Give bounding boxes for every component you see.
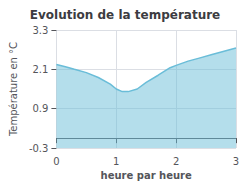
- svg-text:3: 3: [233, 156, 239, 167]
- svg-text:Evolution de la température: Evolution de la température: [30, 8, 221, 22]
- svg-text:heure par heure: heure par heure: [101, 170, 192, 181]
- svg-text:1: 1: [113, 156, 119, 167]
- svg-text:2.1: 2.1: [33, 64, 49, 75]
- svg-text:2: 2: [173, 156, 179, 167]
- svg-text:3.3: 3.3: [33, 25, 49, 36]
- svg-text:0.9: 0.9: [33, 103, 49, 114]
- svg-text:0: 0: [53, 156, 59, 167]
- svg-text:Température en °C: Température en °C: [8, 42, 19, 137]
- svg-text:-0.3: -0.3: [29, 143, 49, 154]
